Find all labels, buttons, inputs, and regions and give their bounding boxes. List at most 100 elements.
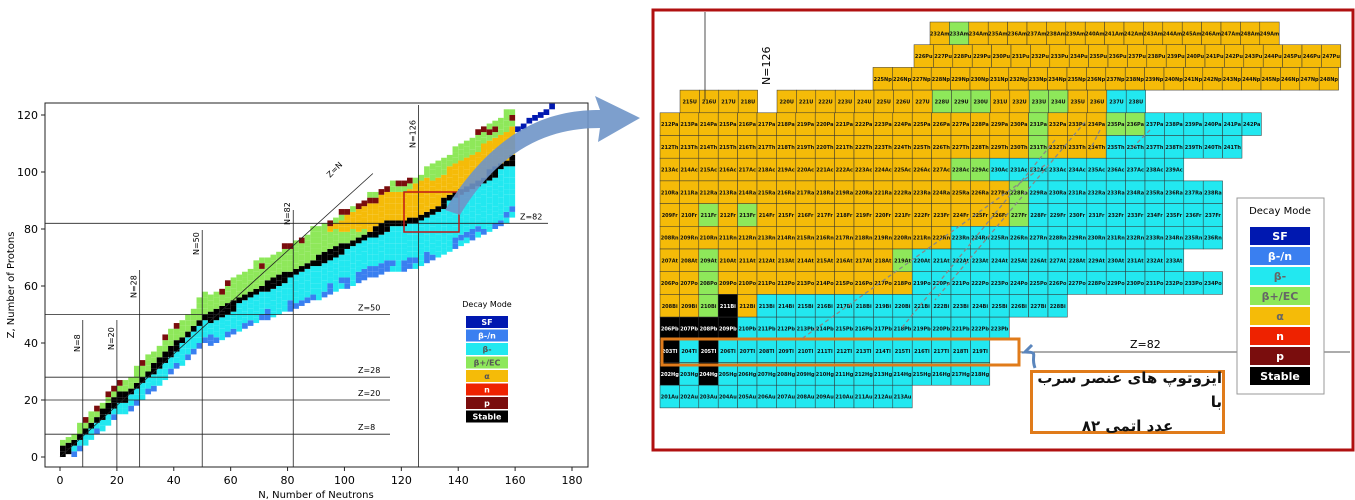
isotope-label: 219Rn xyxy=(874,236,892,242)
isotope-label: 232Am xyxy=(930,31,950,37)
nuclide-cell xyxy=(310,243,316,249)
nuclide-cell xyxy=(407,183,413,190)
nuclide-cell xyxy=(207,340,214,346)
nuclide-cell xyxy=(372,266,379,272)
isotope-label: 211Fr xyxy=(701,213,718,219)
isotope-label: 224Pa xyxy=(894,122,911,128)
nuclide-cell xyxy=(418,226,425,232)
nuclide-cell xyxy=(429,214,436,221)
nuclide-cell xyxy=(276,308,282,315)
isotope-label: 229Th xyxy=(991,145,1009,151)
nuclide-cell xyxy=(378,211,385,218)
isotope-label: 218Pa xyxy=(777,122,794,128)
isotope-label: 213Th xyxy=(680,145,698,151)
nuclide-cell xyxy=(276,303,282,309)
nuclide-cell xyxy=(116,402,123,409)
isotope-label: 223At xyxy=(972,258,989,264)
nuclide-cell xyxy=(424,177,430,184)
nuclide-cell xyxy=(173,345,180,352)
nuclide-cell xyxy=(424,200,430,207)
nuclide-cell xyxy=(259,257,265,264)
magic-label-n: N=28 xyxy=(130,275,139,298)
nuclide-cell xyxy=(338,237,345,244)
nuclide-cell xyxy=(486,123,493,130)
nuclide-cell xyxy=(224,303,231,309)
y-tick-label: 100 xyxy=(17,166,38,179)
nuclide-cell xyxy=(196,325,203,332)
isotope-label: 214Th xyxy=(700,145,718,151)
nuclide-cell xyxy=(458,234,464,241)
isotope-label: 211Au xyxy=(855,395,873,401)
nuclide-cell xyxy=(281,243,288,249)
isotope-label: 227Pu xyxy=(934,54,952,60)
isotope-label: 207Hg xyxy=(758,372,777,378)
isotope-label: 224Th xyxy=(894,145,912,151)
nuclide-cell xyxy=(361,268,368,275)
nuclide-cell xyxy=(475,157,481,164)
nuclide-cell xyxy=(316,283,322,289)
isotope-label: 228Th xyxy=(971,145,989,151)
isotope-label: 214Ra xyxy=(738,190,756,196)
nuclide-cell xyxy=(270,305,277,312)
nuclide-cell xyxy=(298,266,305,272)
isotope-label: 233Ac xyxy=(1049,168,1066,174)
nuclide-cell xyxy=(480,154,487,161)
nuclide-cell xyxy=(503,109,510,115)
isotope-label: 225Po xyxy=(1030,281,1048,287)
isotope-label: 212Au xyxy=(874,395,892,401)
isotope-label: 212At xyxy=(758,258,775,264)
nuclide-cell xyxy=(389,197,396,204)
nuclide-cell xyxy=(424,206,430,212)
isotope-label: 236Am xyxy=(1008,31,1028,37)
nuclide-cell xyxy=(310,248,316,255)
isotope-label: 216At xyxy=(836,258,853,264)
nuclide-cell xyxy=(213,325,220,332)
nuclide-cell xyxy=(293,303,299,309)
nuclide-cell xyxy=(492,223,499,229)
nuclide-cell xyxy=(429,180,436,187)
isotope-label: 210Bi xyxy=(701,304,717,310)
nuclide-cell xyxy=(350,240,356,247)
isotope-label: 226Ra xyxy=(971,190,989,196)
isotope-label: 215Hg xyxy=(913,372,932,378)
isotope-label: 237U xyxy=(1109,99,1124,105)
nuclide-cell xyxy=(367,266,373,272)
x-tick-label: 120 xyxy=(391,474,412,487)
nuclide-cell xyxy=(401,260,408,267)
isotope-label: 222U xyxy=(818,99,833,105)
nuclide-cell xyxy=(429,203,436,210)
nuclide-cell xyxy=(71,434,78,440)
nuclide-cell xyxy=(287,294,294,301)
nuclide-cell xyxy=(441,231,447,238)
nuclide-cell xyxy=(435,234,442,241)
nuclide-cell xyxy=(463,169,470,175)
isotope-label: 244Am xyxy=(1163,31,1183,37)
nuclide-cell xyxy=(122,402,129,409)
isotope-label: 215Pa xyxy=(719,122,736,128)
isotope-label: 234Fr xyxy=(1147,213,1164,219)
isotope-label: 234Pa xyxy=(1088,122,1105,128)
nuclide-cell xyxy=(179,348,186,355)
isotope-label: 221At xyxy=(933,258,950,264)
nuclide-cell xyxy=(293,257,299,264)
nuclide-cell xyxy=(247,303,254,309)
isotope-label: 218Pb xyxy=(894,326,912,332)
nuclide-cell xyxy=(378,240,385,247)
nuclide-cell xyxy=(446,154,453,161)
isotope-label: 215Po xyxy=(836,281,854,287)
nuclide-cell xyxy=(367,237,373,244)
nuclide-cell xyxy=(316,288,322,295)
isotope-label: 226U xyxy=(896,99,911,105)
nuclide-cell xyxy=(82,422,89,429)
nuclide-cell xyxy=(185,320,191,326)
isotope-label: 241Am xyxy=(1105,31,1125,37)
isotope-label: 221Ac xyxy=(816,168,833,174)
nuclide-cell xyxy=(213,331,220,338)
nuclide-cell xyxy=(486,226,493,232)
nuclide-cell xyxy=(333,274,339,281)
nuclide-cell xyxy=(441,174,447,181)
isotope-label: 222At xyxy=(952,258,969,264)
isotope-label: 231Fr xyxy=(1089,213,1106,219)
isotope-label: 226At xyxy=(1030,258,1047,264)
nuclide-cell xyxy=(259,274,265,281)
